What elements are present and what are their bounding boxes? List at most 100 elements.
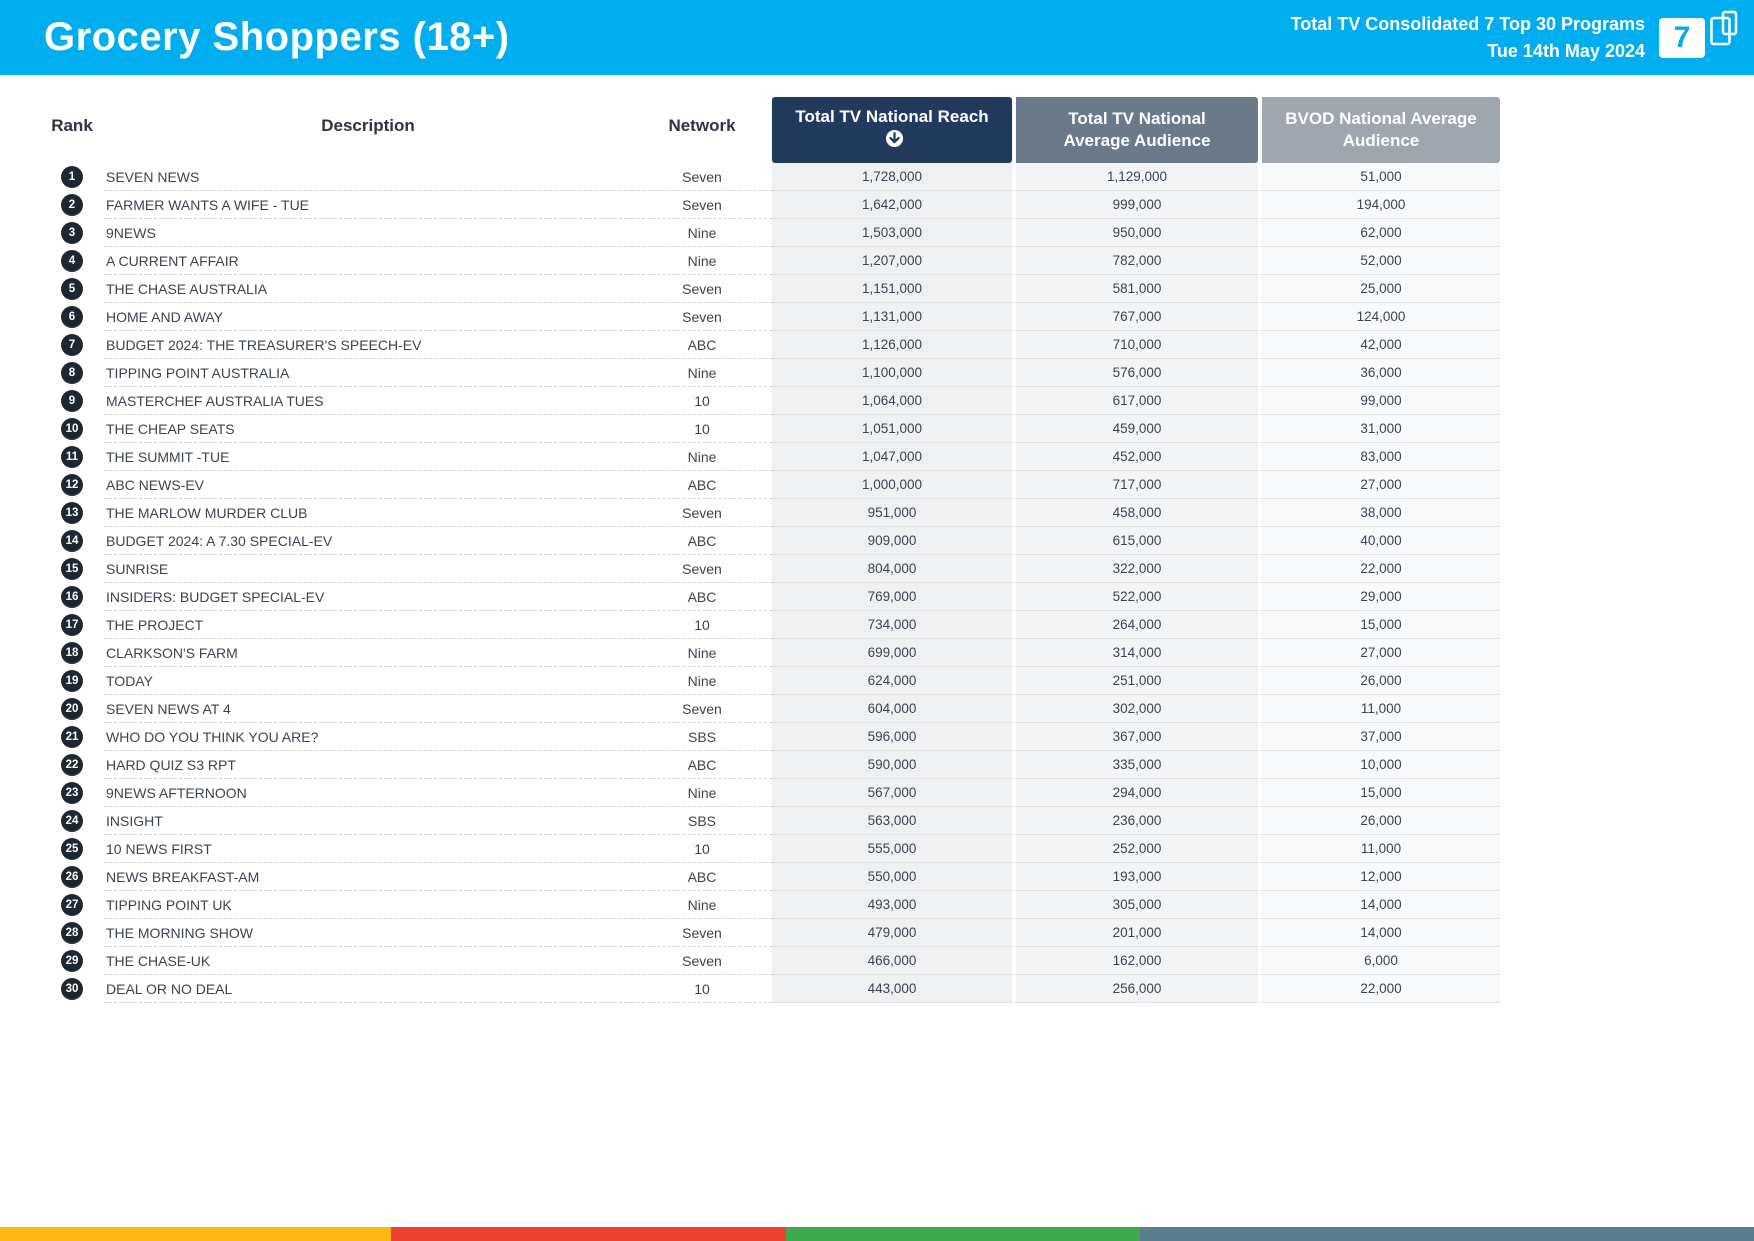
table-row: 2 FARMER WANTS A WIFE - TUE Seven 1,642,000… (40, 191, 1500, 219)
col-header-bvod-audience[interactable]: BVOD National Average Audience (1258, 97, 1500, 163)
program-network: Nine (632, 891, 772, 919)
bvod-audience-value: 14,000 (1258, 919, 1500, 947)
bvod-audience-value: 6,000 (1258, 947, 1500, 975)
total-reach-value: 550,000 (772, 863, 1012, 891)
avg-audience-value: 458,000 (1012, 499, 1258, 527)
total-reach-value: 443,000 (772, 975, 1012, 1003)
program-network: ABC (632, 331, 772, 359)
total-reach-value: 1,728,000 (772, 163, 1012, 191)
rank-badge: 1 (61, 166, 83, 188)
rank-cell: 14 (40, 527, 104, 555)
rank-badge: 15 (61, 558, 83, 580)
program-description: SEVEN NEWS (104, 163, 632, 191)
avg-audience-value: 236,000 (1012, 807, 1258, 835)
rank-badge: 11 (61, 446, 83, 468)
bvod-audience-value: 14,000 (1258, 891, 1500, 919)
bvod-audience-value: 27,000 (1258, 639, 1500, 667)
bvod-audience-value: 194,000 (1258, 191, 1500, 219)
rank-cell: 18 (40, 639, 104, 667)
program-description: NEWS BREAKFAST-AM (104, 863, 632, 891)
table-row: 25 10 NEWS FIRST 10 555,000 252,000 11,000 (40, 835, 1500, 863)
rank-cell: 12 (40, 471, 104, 499)
table-row: 6 HOME AND AWAY Seven 1,131,000 767,000 124,0… (40, 303, 1500, 331)
total-reach-value: 1,642,000 (772, 191, 1012, 219)
col-header-avg-audience[interactable]: Total TV National Average Audience (1012, 97, 1258, 163)
rank-badge: 16 (61, 586, 83, 608)
total-reach-value: 699,000 (772, 639, 1012, 667)
table-region: Rank Description Network Total TV Nation… (0, 75, 1754, 1227)
program-network: Seven (632, 499, 772, 527)
total-reach-value: 804,000 (772, 555, 1012, 583)
table-row: 24 INSIGHT SBS 563,000 236,000 26,000 (40, 807, 1500, 835)
program-network: Seven (632, 275, 772, 303)
bvod-audience-value: 83,000 (1258, 443, 1500, 471)
avg-audience-value: 452,000 (1012, 443, 1258, 471)
program-description: ABC NEWS-EV (104, 471, 632, 499)
rank-badge: 22 (61, 754, 83, 776)
program-description: MASTERCHEF AUSTRALIA TUES (104, 387, 632, 415)
sort-descending-icon (885, 129, 904, 154)
bvod-audience-value: 15,000 (1258, 779, 1500, 807)
avg-audience-value: 1,129,000 (1012, 163, 1258, 191)
program-description: FARMER WANTS A WIFE - TUE (104, 191, 632, 219)
avg-audience-value: 193,000 (1012, 863, 1258, 891)
total-reach-value: 555,000 (772, 835, 1012, 863)
rank-cell: 9 (40, 387, 104, 415)
rank-badge: 24 (61, 810, 83, 832)
program-network: Seven (632, 303, 772, 331)
program-description: INSIGHT (104, 807, 632, 835)
program-network: Nine (632, 779, 772, 807)
rank-badge: 28 (61, 922, 83, 944)
rank-badge: 23 (61, 782, 83, 804)
rank-cell: 30 (40, 975, 104, 1003)
table-row: 15 SUNRISE Seven 804,000 322,000 22,000 (40, 555, 1500, 583)
col-header-description: Description (321, 115, 415, 135)
avg-audience-value: 322,000 (1012, 555, 1258, 583)
footer-color-bar (0, 1227, 1754, 1241)
rank-badge: 18 (61, 642, 83, 664)
avg-audience-value: 999,000 (1012, 191, 1258, 219)
rank-cell: 11 (40, 443, 104, 471)
rank-cell: 16 (40, 583, 104, 611)
bvod-audience-value: 38,000 (1258, 499, 1500, 527)
program-description: TIPPING POINT AUSTRALIA (104, 359, 632, 387)
program-description: BUDGET 2024: THE TREASURER'S SPEECH-EV (104, 331, 632, 359)
program-network: Nine (632, 443, 772, 471)
rank-cell: 1 (40, 163, 104, 191)
rank-badge: 12 (61, 474, 83, 496)
rank-cell: 29 (40, 947, 104, 975)
report-name: Total TV Consolidated 7 Top 30 Programs (1290, 13, 1645, 34)
bvod-audience-value: 40,000 (1258, 527, 1500, 555)
avg-audience-value: 367,000 (1012, 723, 1258, 751)
seven-network-logo: 7 (1659, 10, 1738, 58)
table-row: 12 ABC NEWS-EV ABC 1,000,000 717,000 27,000 (40, 471, 1500, 499)
table-row: 17 THE PROJECT 10 734,000 264,000 15,000 (40, 611, 1500, 639)
rank-badge: 4 (61, 250, 83, 272)
rank-cell: 3 (40, 219, 104, 247)
total-reach-value: 590,000 (772, 751, 1012, 779)
program-description: HOME AND AWAY (104, 303, 632, 331)
program-network: Nine (632, 639, 772, 667)
bvod-audience-value: 124,000 (1258, 303, 1500, 331)
bvod-audience-value: 26,000 (1258, 667, 1500, 695)
total-reach-value: 1,131,000 (772, 303, 1012, 331)
table-row: 30 DEAL OR NO DEAL 10 443,000 256,000 22,000 (40, 975, 1500, 1003)
rank-badge: 3 (61, 222, 83, 244)
bvod-audience-value: 99,000 (1258, 387, 1500, 415)
total-reach-value: 1,503,000 (772, 219, 1012, 247)
table-row: 28 THE MORNING SHOW Seven 479,000 201,000 14,… (40, 919, 1500, 947)
program-network: Seven (632, 695, 772, 723)
bvod-audience-value: 31,000 (1258, 415, 1500, 443)
col-header-total-reach[interactable]: Total TV National Reach (772, 97, 1012, 163)
rank-cell: 2 (40, 191, 104, 219)
program-description: 9NEWS (104, 219, 632, 247)
rank-badge: 10 (61, 418, 83, 440)
program-network: SBS (632, 807, 772, 835)
table-row: 22 HARD QUIZ S3 RPT ABC 590,000 335,000 10,00… (40, 751, 1500, 779)
program-network: Nine (632, 219, 772, 247)
table-row: 11 THE SUMMIT -TUE Nine 1,047,000 452,000 83,… (40, 443, 1500, 471)
total-reach-value: 1,126,000 (772, 331, 1012, 359)
avg-audience-value: 252,000 (1012, 835, 1258, 863)
total-reach-value: 734,000 (772, 611, 1012, 639)
program-network: Seven (632, 163, 772, 191)
